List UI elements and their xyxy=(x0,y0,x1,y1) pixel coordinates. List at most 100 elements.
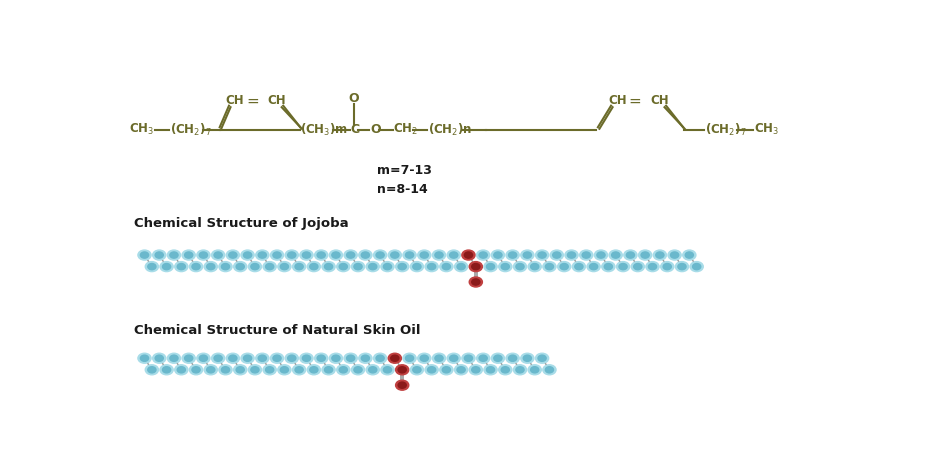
Ellipse shape xyxy=(420,252,428,258)
Ellipse shape xyxy=(251,367,259,373)
Ellipse shape xyxy=(523,355,531,361)
Ellipse shape xyxy=(457,264,465,270)
Ellipse shape xyxy=(395,262,408,272)
Ellipse shape xyxy=(661,262,674,272)
Ellipse shape xyxy=(369,367,377,373)
Ellipse shape xyxy=(162,264,171,270)
Ellipse shape xyxy=(450,252,458,258)
Ellipse shape xyxy=(509,252,516,258)
Ellipse shape xyxy=(582,252,591,258)
Ellipse shape xyxy=(204,262,217,272)
Ellipse shape xyxy=(153,250,166,260)
Ellipse shape xyxy=(330,353,343,363)
Ellipse shape xyxy=(317,252,325,258)
Ellipse shape xyxy=(219,365,232,375)
Ellipse shape xyxy=(300,353,313,363)
Ellipse shape xyxy=(501,367,509,373)
Ellipse shape xyxy=(398,264,407,270)
Ellipse shape xyxy=(147,264,156,270)
Ellipse shape xyxy=(391,252,399,258)
Ellipse shape xyxy=(293,262,306,272)
Ellipse shape xyxy=(337,262,350,272)
Ellipse shape xyxy=(531,367,539,373)
Ellipse shape xyxy=(170,355,178,361)
Ellipse shape xyxy=(255,250,269,260)
Ellipse shape xyxy=(457,367,465,373)
Ellipse shape xyxy=(413,264,421,270)
Ellipse shape xyxy=(410,262,423,272)
Ellipse shape xyxy=(535,353,548,363)
Ellipse shape xyxy=(207,264,215,270)
Ellipse shape xyxy=(494,355,502,361)
Ellipse shape xyxy=(236,264,244,270)
Ellipse shape xyxy=(281,264,288,270)
Ellipse shape xyxy=(307,365,320,375)
Ellipse shape xyxy=(266,367,274,373)
Ellipse shape xyxy=(477,353,490,363)
Ellipse shape xyxy=(366,262,379,272)
Ellipse shape xyxy=(243,355,252,361)
Ellipse shape xyxy=(236,367,244,373)
Ellipse shape xyxy=(287,252,296,258)
Text: $=$: $=$ xyxy=(244,93,260,108)
Ellipse shape xyxy=(155,252,163,258)
Ellipse shape xyxy=(346,252,355,258)
Ellipse shape xyxy=(258,355,267,361)
Ellipse shape xyxy=(234,262,247,272)
Ellipse shape xyxy=(479,252,487,258)
Ellipse shape xyxy=(162,367,171,373)
Ellipse shape xyxy=(685,252,693,258)
Ellipse shape xyxy=(270,250,284,260)
Ellipse shape xyxy=(690,262,703,272)
Ellipse shape xyxy=(285,353,299,363)
Ellipse shape xyxy=(310,367,318,373)
Ellipse shape xyxy=(560,264,568,270)
Ellipse shape xyxy=(617,262,630,272)
Ellipse shape xyxy=(418,250,431,260)
Ellipse shape xyxy=(427,367,436,373)
Ellipse shape xyxy=(219,262,232,272)
Ellipse shape xyxy=(229,252,237,258)
Ellipse shape xyxy=(471,279,480,285)
Ellipse shape xyxy=(626,252,635,258)
Ellipse shape xyxy=(273,252,281,258)
Text: O: O xyxy=(370,123,380,136)
Ellipse shape xyxy=(354,367,362,373)
Ellipse shape xyxy=(366,365,379,375)
Text: CH$_3$: CH$_3$ xyxy=(129,122,154,137)
Ellipse shape xyxy=(263,365,276,375)
Ellipse shape xyxy=(192,367,200,373)
Ellipse shape xyxy=(484,365,497,375)
Text: $=$: $=$ xyxy=(626,93,642,108)
Ellipse shape xyxy=(146,365,159,375)
Ellipse shape xyxy=(470,277,483,287)
Ellipse shape xyxy=(654,250,667,260)
Ellipse shape xyxy=(538,355,546,361)
Ellipse shape xyxy=(285,250,299,260)
Ellipse shape xyxy=(346,355,355,361)
Text: CH: CH xyxy=(608,94,626,107)
Ellipse shape xyxy=(631,262,644,272)
Ellipse shape xyxy=(501,264,509,270)
Ellipse shape xyxy=(138,250,151,260)
Ellipse shape xyxy=(471,264,480,270)
Ellipse shape xyxy=(310,264,318,270)
Ellipse shape xyxy=(521,353,534,363)
Ellipse shape xyxy=(226,250,239,260)
Ellipse shape xyxy=(388,353,401,363)
Ellipse shape xyxy=(395,365,408,375)
Text: (CH$_2$)$_7$: (CH$_2$)$_7$ xyxy=(170,122,211,138)
Ellipse shape xyxy=(506,353,519,363)
Ellipse shape xyxy=(376,252,384,258)
Ellipse shape xyxy=(270,353,284,363)
Ellipse shape xyxy=(454,262,468,272)
Ellipse shape xyxy=(160,365,173,375)
Ellipse shape xyxy=(406,252,414,258)
Ellipse shape xyxy=(567,252,576,258)
Ellipse shape xyxy=(641,252,649,258)
Ellipse shape xyxy=(447,353,460,363)
Ellipse shape xyxy=(322,365,335,375)
Ellipse shape xyxy=(197,353,210,363)
Ellipse shape xyxy=(199,252,208,258)
Ellipse shape xyxy=(281,367,288,373)
